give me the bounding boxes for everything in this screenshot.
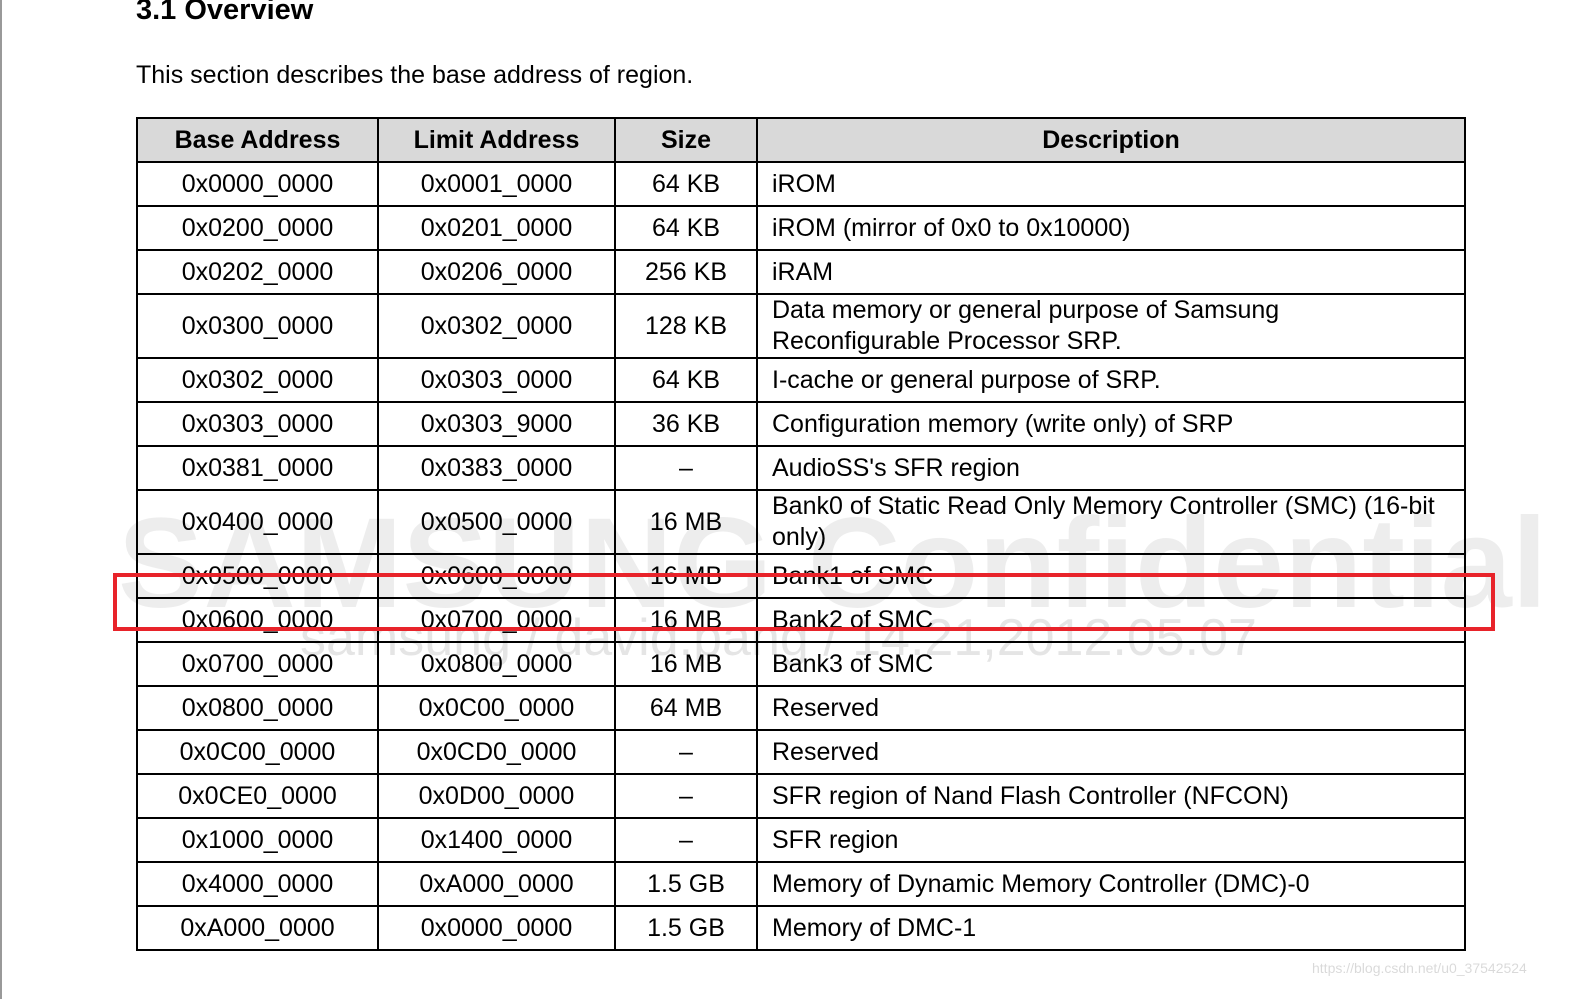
table-cell: –	[614, 773, 758, 819]
table-row: 0x4000_0000 0xA000_0000 1.5 GB Memory of Dy…	[136, 861, 1466, 907]
table-body: 0x0000_0000 0x0001_0000 64 KB iROM 0x0200_00…	[136, 161, 1466, 951]
table-cell: 64 MB	[614, 685, 758, 731]
table-cell: 0x0201_0000	[377, 205, 616, 251]
table-cell: 64 KB	[614, 357, 758, 403]
table-row: 0x0800_0000 0x0C00_0000 64 MB Reserved	[136, 685, 1466, 731]
table-cell: 0x0400_0000	[136, 489, 379, 555]
table-cell: iRAM	[756, 249, 1466, 295]
table-row: 0xA000_0000 0x0000_0000 1.5 GB Memory of DM…	[136, 905, 1466, 951]
table-cell: 64 KB	[614, 161, 758, 207]
table-cell: 64 KB	[614, 205, 758, 251]
source-url: https://blog.csdn.net/u0_37542524	[1312, 960, 1527, 976]
table-row: 0x0600_0000 0x0700_0000 16 MB Bank2 of SMC	[136, 597, 1466, 643]
table-cell: 0x0000_0000	[377, 905, 616, 951]
table-cell: 0x0700_0000	[136, 641, 379, 687]
table-cell: 0x4000_0000	[136, 861, 379, 907]
table-cell: Configuration memory (write only) of SRP	[756, 401, 1466, 447]
table-cell: –	[614, 729, 758, 775]
table-cell: 128 KB	[614, 293, 758, 359]
table-cell: 1.5 GB	[614, 861, 758, 907]
column-header: Limit Address	[377, 117, 616, 163]
column-header: Size	[614, 117, 758, 163]
table-cell: 0x0500_0000	[377, 489, 616, 555]
table-cell: 0x0383_0000	[377, 445, 616, 491]
table-cell: 0xA000_0000	[377, 861, 616, 907]
table-cell: 0x0303_0000	[136, 401, 379, 447]
table-row: 0x0700_0000 0x0800_0000 16 MB Bank3 of SMC	[136, 641, 1466, 687]
table-cell: 0x0800_0000	[136, 685, 379, 731]
table-cell: 0x0300_0000	[136, 293, 379, 359]
section-title: 3.1 Overview	[136, 0, 314, 26]
table-cell: 0x0001_0000	[377, 161, 616, 207]
table-cell: I-cache or general purpose of SRP.	[756, 357, 1466, 403]
table-row: 0x0000_0000 0x0001_0000 64 KB iROM	[136, 161, 1466, 207]
table-cell: 0x0C00_0000	[136, 729, 379, 775]
table-cell: 0x0200_0000	[136, 205, 379, 251]
table-row: 0x0202_0000 0x0206_0000 256 KB iRAM	[136, 249, 1466, 295]
table-cell: 16 MB	[614, 489, 758, 555]
table-cell: 0x0303_9000	[377, 401, 616, 447]
table-cell: 0x0CE0_0000	[136, 773, 379, 819]
table-cell: 16 MB	[614, 641, 758, 687]
table-cell: 0x0303_0000	[377, 357, 616, 403]
table-cell: 0x0302_0000	[377, 293, 616, 359]
table-cell: 0x0202_0000	[136, 249, 379, 295]
table-cell: 36 KB	[614, 401, 758, 447]
table-cell: SFR region of Nand Flash Controller (NFC…	[756, 773, 1466, 819]
table-cell: Reserved	[756, 729, 1466, 775]
table-cell: 0x0206_0000	[377, 249, 616, 295]
column-header: Base Address	[136, 117, 379, 163]
header-row: Base Address Limit Address Size Description	[136, 117, 1466, 163]
table-row: 0x1000_0000 0x1400_0000– SFR region	[136, 817, 1466, 863]
table-cell: iROM	[756, 161, 1466, 207]
highlight-box	[113, 573, 1495, 631]
table-cell: AudioSS's SFR region	[756, 445, 1466, 491]
table-row: 0x0CE0_0000 0x0D00_0000– SFR region of Nan…	[136, 773, 1466, 819]
table-cell: 0xA000_0000	[136, 905, 379, 951]
table-row: 0x0381_0000 0x0383_0000– AudioSS's SFR reg…	[136, 445, 1466, 491]
page-edge	[0, 0, 2, 999]
table-cell: 0x0C00_0000	[377, 685, 616, 731]
column-header: Description	[756, 117, 1466, 163]
table-cell: 0x0800_0000	[377, 641, 616, 687]
table-cell: –	[614, 817, 758, 863]
table-cell: 0x0D00_0000	[377, 773, 616, 819]
address-table: Base Address Limit Address Size Description…	[136, 117, 1466, 951]
table-cell: Data memory or general purpose of Samsun…	[756, 293, 1466, 359]
table-cell: 0x1000_0000	[136, 817, 379, 863]
table-row: 0x0302_0000 0x0303_0000 64 KB I-cache or ge…	[136, 357, 1466, 403]
table-row: 0x0200_0000 0x0201_0000 64 KB iROM (mirror …	[136, 205, 1466, 251]
table-cell: SFR region	[756, 817, 1466, 863]
table-cell: Memory of Dynamic Memory Controller (DMC…	[756, 861, 1466, 907]
intro-text: This section describes the base address …	[136, 61, 694, 89]
table-cell: –	[614, 445, 758, 491]
table-cell: Reserved	[756, 685, 1466, 731]
table-cell: 0x1400_0000	[377, 817, 616, 863]
table-cell: 0x0CD0_0000	[377, 729, 616, 775]
table-cell: 0x0700_0000	[377, 597, 616, 643]
table-cell: Memory of DMC-1	[756, 905, 1466, 951]
table-cell: 16 MB	[614, 597, 758, 643]
table-cell: 256 KB	[614, 249, 758, 295]
table-cell: iROM (mirror of 0x0 to 0x10000)	[756, 205, 1466, 251]
table-row: 0x0C00_0000 0x0CD0_0000– Reserved	[136, 729, 1466, 775]
table-cell: Bank2 of SMC	[756, 597, 1466, 643]
table-row: 0x0400_0000 0x0500_0000 16 MB Bank0 of Stat…	[136, 489, 1466, 555]
table-cell: Bank3 of SMC	[756, 641, 1466, 687]
table-cell: Bank0 of Static Read Only Memory Control…	[756, 489, 1466, 555]
table-row: 0x0303_0000 0x0303_9000 36 KB Configuration…	[136, 401, 1466, 447]
table-cell: 1.5 GB	[614, 905, 758, 951]
table-cell: 0x0000_0000	[136, 161, 379, 207]
table-cell: 0x0381_0000	[136, 445, 379, 491]
table-cell: 0x0302_0000	[136, 357, 379, 403]
table-row: 0x0300_0000 0x0302_0000 128 KB Data memory …	[136, 293, 1466, 359]
